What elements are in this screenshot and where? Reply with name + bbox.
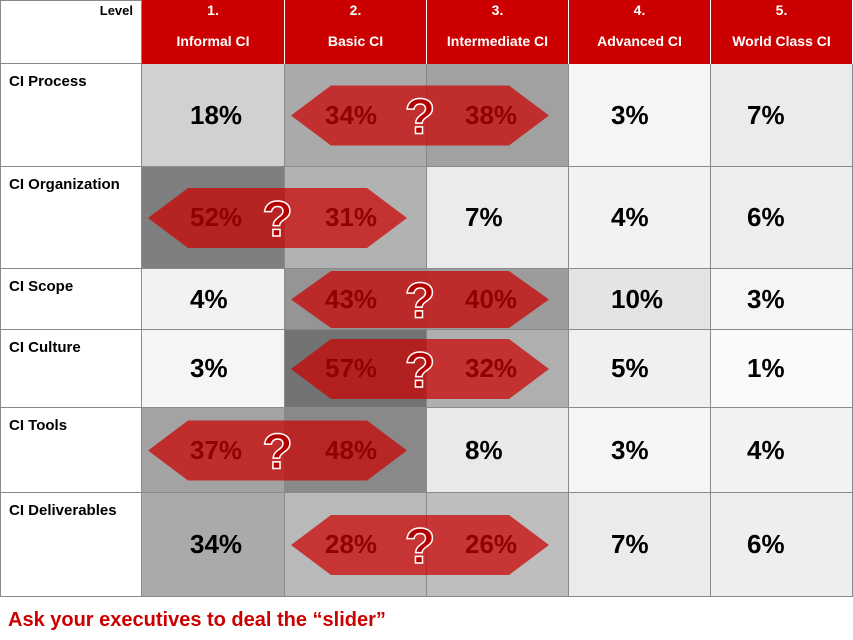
value-cell: 48% (285, 408, 427, 493)
value-cell: 52% (142, 167, 285, 269)
value-cell: 7% (569, 493, 711, 597)
value-cell: 32% (427, 330, 569, 408)
value-cell: 10% (569, 269, 711, 330)
row-label-text: CI Process (9, 73, 87, 90)
value-label: 4% (190, 283, 228, 314)
value-cell: 43% (285, 269, 427, 330)
value-label: 52% (190, 202, 243, 232)
row-label: CI Culture (0, 330, 142, 408)
value-label: 1% (747, 353, 785, 383)
row-label: CI Tools (0, 408, 142, 493)
value-label: 4% (611, 202, 649, 232)
row-label: CI Organization (0, 167, 142, 269)
value-cell: 5% (569, 330, 711, 408)
row-label-text: CI Tools (9, 417, 68, 434)
column-header: 2. Basic CI (285, 0, 427, 64)
value-cell: 4% (711, 408, 853, 493)
value-label: 40% (465, 283, 518, 314)
value-cell: 40% (427, 269, 569, 330)
value-cell: 1% (711, 330, 853, 408)
column-name: Basic CI (327, 33, 384, 49)
row-label-text: CI Deliverables (9, 502, 117, 519)
column-number: 2. (349, 2, 362, 18)
value-label: 6% (747, 202, 785, 232)
value-cell: 7% (711, 64, 853, 167)
value-label: 7% (747, 99, 785, 130)
column-number: 1. (207, 2, 219, 18)
column-number: 5. (775, 2, 788, 18)
value-label: 28% (325, 529, 378, 559)
value-cell: 3% (569, 64, 711, 167)
column-header: 4. Advanced CI (569, 0, 711, 64)
column-name: World Class CI (732, 33, 831, 49)
value-label: 26% (465, 529, 518, 559)
value-label: 7% (611, 529, 649, 559)
value-label: 6% (747, 529, 785, 559)
ci-maturity-table: Level 1. Informal CI 2. Basic CI 3. Intermedia… (0, 0, 853, 597)
value-cell: 3% (142, 330, 285, 408)
value-cell: 4% (142, 269, 285, 330)
row-label-text: CI Culture (9, 339, 81, 356)
value-cell: 3% (711, 269, 853, 330)
value-label: 4% (747, 434, 785, 465)
value-cell: 31% (285, 167, 427, 269)
row-label-text: CI Scope (9, 278, 74, 295)
column-name: Intermediate CI (446, 33, 549, 49)
column-name: Advanced CI (597, 33, 682, 49)
value-label: 57% (325, 353, 378, 383)
value-label: 31% (325, 202, 378, 232)
value-cell: 7% (427, 167, 569, 269)
value-label: 34% (190, 529, 243, 559)
value-label: 18% (190, 99, 243, 130)
value-label: 7% (465, 202, 503, 232)
value-cell: 37% (142, 408, 285, 493)
value-cell: 38% (427, 64, 569, 167)
value-label: 5% (611, 353, 649, 383)
value-cell: 26% (427, 493, 569, 597)
value-label: 43% (325, 283, 378, 314)
value-label: 32% (465, 353, 518, 383)
value-cell: 34% (142, 493, 285, 597)
value-cell: 8% (427, 408, 569, 493)
column-header: 3. Intermediate CI (427, 0, 569, 64)
row-label: CI Process (0, 64, 142, 167)
caption-text: Ask your executives to deal the “slider” (8, 609, 386, 631)
value-cell: 4% (569, 167, 711, 269)
value-label: 10% (611, 283, 664, 314)
level-label: Level (99, 3, 133, 18)
row-label: CI Deliverables (0, 493, 142, 597)
column-header: 5. World Class CI (711, 0, 853, 64)
value-label: 3% (190, 353, 228, 383)
column-number: 3. (491, 2, 504, 18)
column-name: Informal CI (176, 33, 250, 49)
value-label: 38% (465, 99, 518, 130)
value-cell: 6% (711, 493, 853, 597)
value-label: 3% (747, 283, 785, 314)
column-number: 4. (633, 2, 646, 18)
column-header: 1. Informal CI (142, 0, 285, 64)
value-cell: 18% (142, 64, 285, 167)
value-label: 3% (611, 434, 649, 465)
value-cell: 57% (285, 330, 427, 408)
value-label: 48% (325, 434, 378, 465)
value-label: 37% (190, 434, 243, 465)
value-cell: 28% (285, 493, 427, 597)
value-cell: 34% (285, 64, 427, 167)
value-label: 34% (325, 99, 378, 130)
value-cell: 6% (711, 167, 853, 269)
value-label: 3% (611, 99, 649, 130)
value-label: 8% (465, 434, 503, 465)
level-header-corner: Level (0, 0, 142, 64)
value-cell: 3% (569, 408, 711, 493)
row-label: CI Scope (0, 269, 142, 330)
row-label-text: CI Organization (9, 176, 120, 193)
